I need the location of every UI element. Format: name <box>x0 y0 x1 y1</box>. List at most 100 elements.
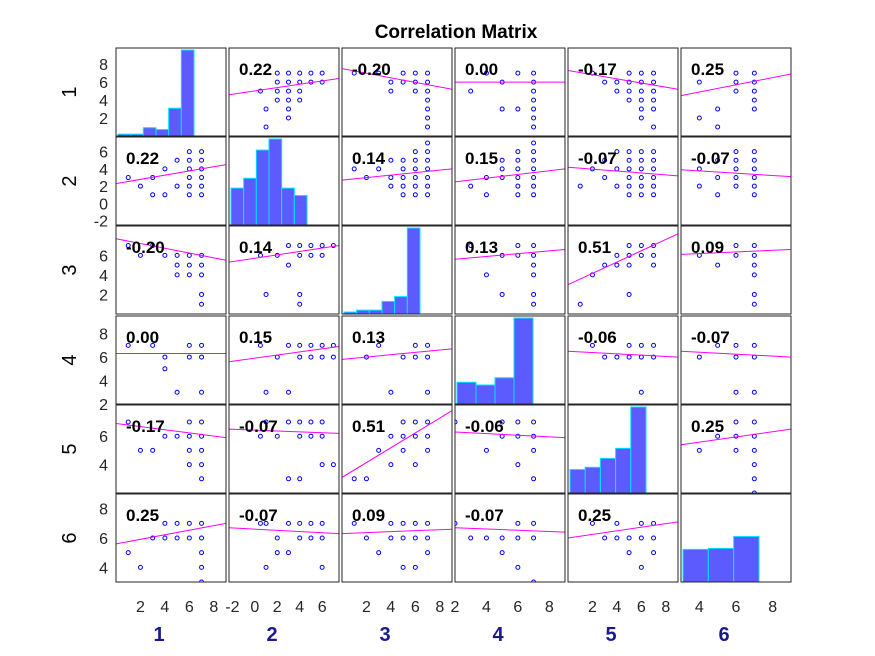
scatter-point <box>468 183 474 189</box>
scatter-point <box>319 520 325 526</box>
column-variable-label: 5 <box>605 624 616 646</box>
scatter-point <box>285 550 291 556</box>
scatter-point <box>297 520 303 526</box>
scatter-point <box>715 175 721 181</box>
fit-line <box>229 245 339 263</box>
scatter-point <box>531 262 537 268</box>
scatter-point <box>651 70 657 76</box>
correlation-value: -0.06 <box>465 417 504 436</box>
scatter-point <box>137 564 143 570</box>
histogram-bar <box>630 406 647 493</box>
panel-frame <box>341 493 453 583</box>
scatter-point <box>412 535 418 541</box>
y-tick-label: 8 <box>99 502 108 519</box>
fit-line <box>681 169 791 178</box>
x-tick-label: 2 <box>451 599 460 616</box>
correlation-value: 0.51 <box>352 417 385 436</box>
x-tick-label: 6 <box>411 599 420 616</box>
scatter-point <box>733 149 739 155</box>
x-tick-label: 4 <box>295 599 304 616</box>
scatter-point <box>468 243 474 249</box>
scatter-point <box>400 433 406 439</box>
scatter-point <box>515 433 521 439</box>
scatter-point <box>351 166 357 172</box>
scatter-point <box>733 88 739 94</box>
scatter-point <box>515 149 521 155</box>
panel-frame <box>454 136 566 226</box>
scatter-point <box>199 157 205 163</box>
scatter-point <box>400 447 406 453</box>
correlation-value: -0.06 <box>578 328 617 347</box>
scatter-point <box>363 476 369 482</box>
panel-frame <box>680 225 792 315</box>
scatter-point <box>425 550 431 556</box>
scatter-point <box>150 447 156 453</box>
column-variable-label: 2 <box>266 624 277 646</box>
scatter-point <box>626 79 632 85</box>
panel-frame <box>567 404 679 494</box>
scatter-point <box>174 262 180 268</box>
scatter-point <box>499 175 505 181</box>
fit-line <box>568 233 678 286</box>
panel-4-5: -0.06 <box>567 315 679 405</box>
scatter-point <box>638 115 644 121</box>
x-tick-label: 4 <box>160 599 169 616</box>
scatter-point <box>751 97 757 103</box>
scatter-point <box>751 243 757 249</box>
scatter-point <box>285 106 291 112</box>
scatter-point <box>199 389 205 395</box>
scatter-point <box>174 535 180 541</box>
scatter-point <box>626 535 632 541</box>
scatter-point <box>531 140 537 146</box>
correlation-value: 0.22 <box>126 149 159 168</box>
scatter-point <box>638 97 644 103</box>
correlation-value: 0.15 <box>465 149 498 168</box>
scatter-point <box>297 419 303 425</box>
scatter-point <box>515 70 521 76</box>
scatter-point <box>531 97 537 103</box>
scatter-point <box>308 520 314 526</box>
scatter-point <box>577 183 583 189</box>
scatter-point <box>651 79 657 85</box>
scatter-point <box>186 342 192 348</box>
scatter-point <box>388 462 394 468</box>
scatter-point <box>468 535 474 541</box>
scatter-point <box>400 192 406 198</box>
scatter-point <box>638 88 644 94</box>
scatter-point <box>412 192 418 198</box>
scatter-point <box>285 520 291 526</box>
fit-line <box>342 68 452 90</box>
panel-content <box>568 69 678 130</box>
scatter-point <box>651 157 657 163</box>
scatter-point <box>626 88 632 94</box>
scatter-point <box>308 252 314 258</box>
scatter-point <box>715 342 721 348</box>
scatter-point <box>425 183 431 189</box>
histogram-bar <box>230 187 245 225</box>
scatter-point <box>696 354 702 360</box>
panel-frame <box>454 225 566 315</box>
panel-frame <box>454 493 566 583</box>
panel-content <box>342 68 452 130</box>
scatter-point <box>468 88 474 94</box>
correlation-value: 0.13 <box>465 238 498 257</box>
correlation-value: -0.07 <box>691 149 730 168</box>
scatter-point <box>376 550 382 556</box>
scatter-point <box>388 183 394 189</box>
scatter-point <box>638 564 644 570</box>
scatter-point <box>174 389 180 395</box>
scatter-point <box>733 175 739 181</box>
scatter-point <box>751 88 757 94</box>
panel-2-2 <box>228 136 340 226</box>
scatter-point <box>531 183 537 189</box>
y-tick-label: 0 <box>99 196 108 213</box>
scatter-point <box>376 447 382 453</box>
scatter-point <box>515 166 521 172</box>
scatter-point <box>602 354 608 360</box>
panel-frame <box>567 493 679 583</box>
panel-2-4: 0.15 <box>454 136 566 226</box>
row-variable-label: 5 <box>59 443 81 454</box>
scatter-point <box>199 149 205 155</box>
x-tick-label: 4 <box>695 599 704 616</box>
scatter-point <box>425 140 431 146</box>
